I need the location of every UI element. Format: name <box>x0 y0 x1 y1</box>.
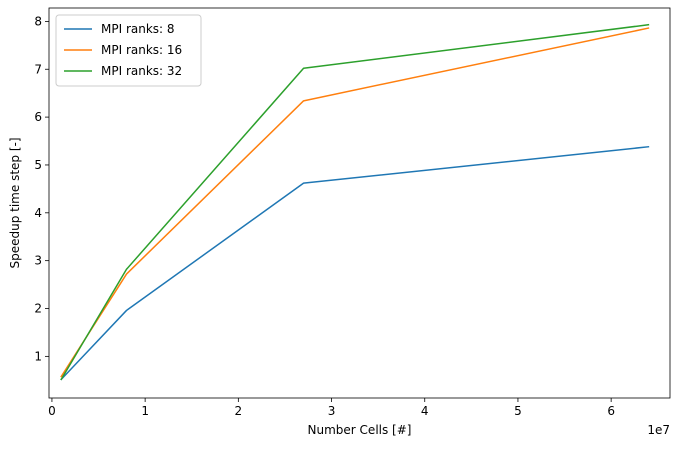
legend-label-1: MPI ranks: 8 <box>101 22 175 36</box>
y-tick-label: 6 <box>34 110 42 124</box>
legend-label-2: MPI ranks: 16 <box>101 43 182 57</box>
x-tick-label: 6 <box>607 404 615 418</box>
legend-box <box>55 14 202 87</box>
series-layer <box>60 23 650 381</box>
series-line-1 <box>60 145 650 381</box>
plot-area <box>48 7 671 399</box>
x-tick-label: 3 <box>328 404 336 418</box>
x-tick-label: 1 <box>141 404 149 418</box>
y-tick-label: 7 <box>34 62 42 76</box>
x-axis: 0 1 2 3 4 5 6 <box>48 398 615 418</box>
x-tick-label: 5 <box>514 404 522 418</box>
y-tick-label: 8 <box>34 14 42 28</box>
y-tick-label: 4 <box>34 206 42 220</box>
x-tick-label: 2 <box>235 404 243 418</box>
y-tick-label: 2 <box>34 302 42 316</box>
legend-label-3: MPI ranks: 32 <box>101 64 182 78</box>
y-tick-label: 1 <box>34 349 42 363</box>
y-axis: 1 2 3 4 5 6 7 8 <box>34 14 49 363</box>
x-tick-label: 0 <box>48 404 56 418</box>
y-tick-label: 3 <box>34 254 42 268</box>
legend: MPI ranks: 8 MPI ranks: 16 MPI ranks: 32 <box>55 14 202 87</box>
y-tick-label: 5 <box>34 158 42 172</box>
x-tick-label: 4 <box>421 404 429 418</box>
series-line-3 <box>60 23 650 381</box>
x-axis-offset-label: 1e7 <box>647 423 670 437</box>
plot-frame <box>48 7 671 399</box>
x-axis-label: Number Cells [#] <box>308 423 412 437</box>
y-axis-label: Speedup time step [-] <box>8 137 22 268</box>
